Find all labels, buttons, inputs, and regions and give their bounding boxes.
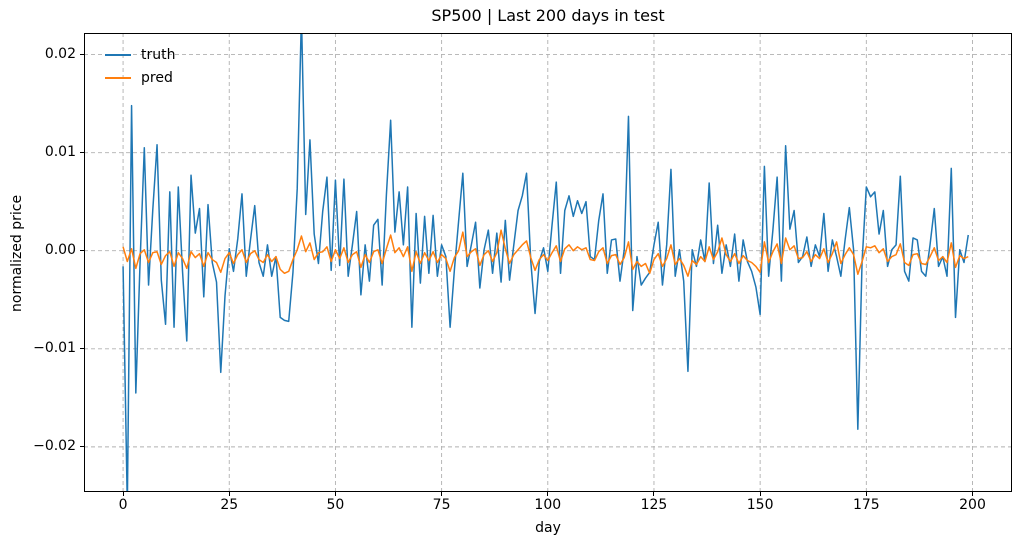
y-tick <box>80 250 84 252</box>
x-tick-label: 150 <box>746 497 774 513</box>
x-tick-label: 75 <box>432 497 451 513</box>
chart-canvas <box>84 33 1012 492</box>
y-tick-label: −0.02 <box>33 437 76 454</box>
x-tick <box>972 492 973 496</box>
y-tick-label: −0.01 <box>33 339 76 356</box>
legend-item-pred: pred <box>105 66 175 89</box>
x-tick <box>334 492 336 496</box>
legend: truth pred <box>105 43 175 89</box>
truth-line-swatch <box>105 53 131 56</box>
x-tick <box>759 492 761 496</box>
x-tick <box>228 492 230 496</box>
x-tick-label: 200 <box>959 497 986 513</box>
x-tick-label: 25 <box>220 497 239 513</box>
x-tick-label: 0 <box>118 497 128 513</box>
chart-title: SP500 | Last 200 days in test <box>431 6 665 25</box>
x-axis-label: day <box>535 520 561 536</box>
y-tick <box>80 446 84 448</box>
y-tick-label: 0.00 <box>44 241 76 258</box>
y-tick-label: 0.01 <box>44 143 76 160</box>
x-tick-label: 175 <box>852 497 880 513</box>
axes-frame <box>84 33 1012 492</box>
y-tick-label: 0.02 <box>44 45 76 62</box>
plot-area: truth pred <box>84 33 1012 492</box>
legend-label-truth: truth <box>141 46 176 63</box>
x-tick <box>122 492 124 496</box>
legend-label-pred: pred <box>141 69 173 86</box>
x-tick-label: 100 <box>534 497 562 513</box>
y-tick <box>80 152 84 154</box>
pred-line-swatch <box>105 76 131 79</box>
x-tick-label: 125 <box>640 497 668 513</box>
y-tick <box>80 54 84 56</box>
pred-line <box>122 229 969 277</box>
x-tick <box>865 492 867 496</box>
x-tick-label: 50 <box>326 497 345 513</box>
legend-item-truth: truth <box>105 43 175 66</box>
y-tick <box>80 348 84 350</box>
x-tick <box>653 492 655 496</box>
x-tick <box>547 492 549 496</box>
x-tick <box>441 492 443 496</box>
